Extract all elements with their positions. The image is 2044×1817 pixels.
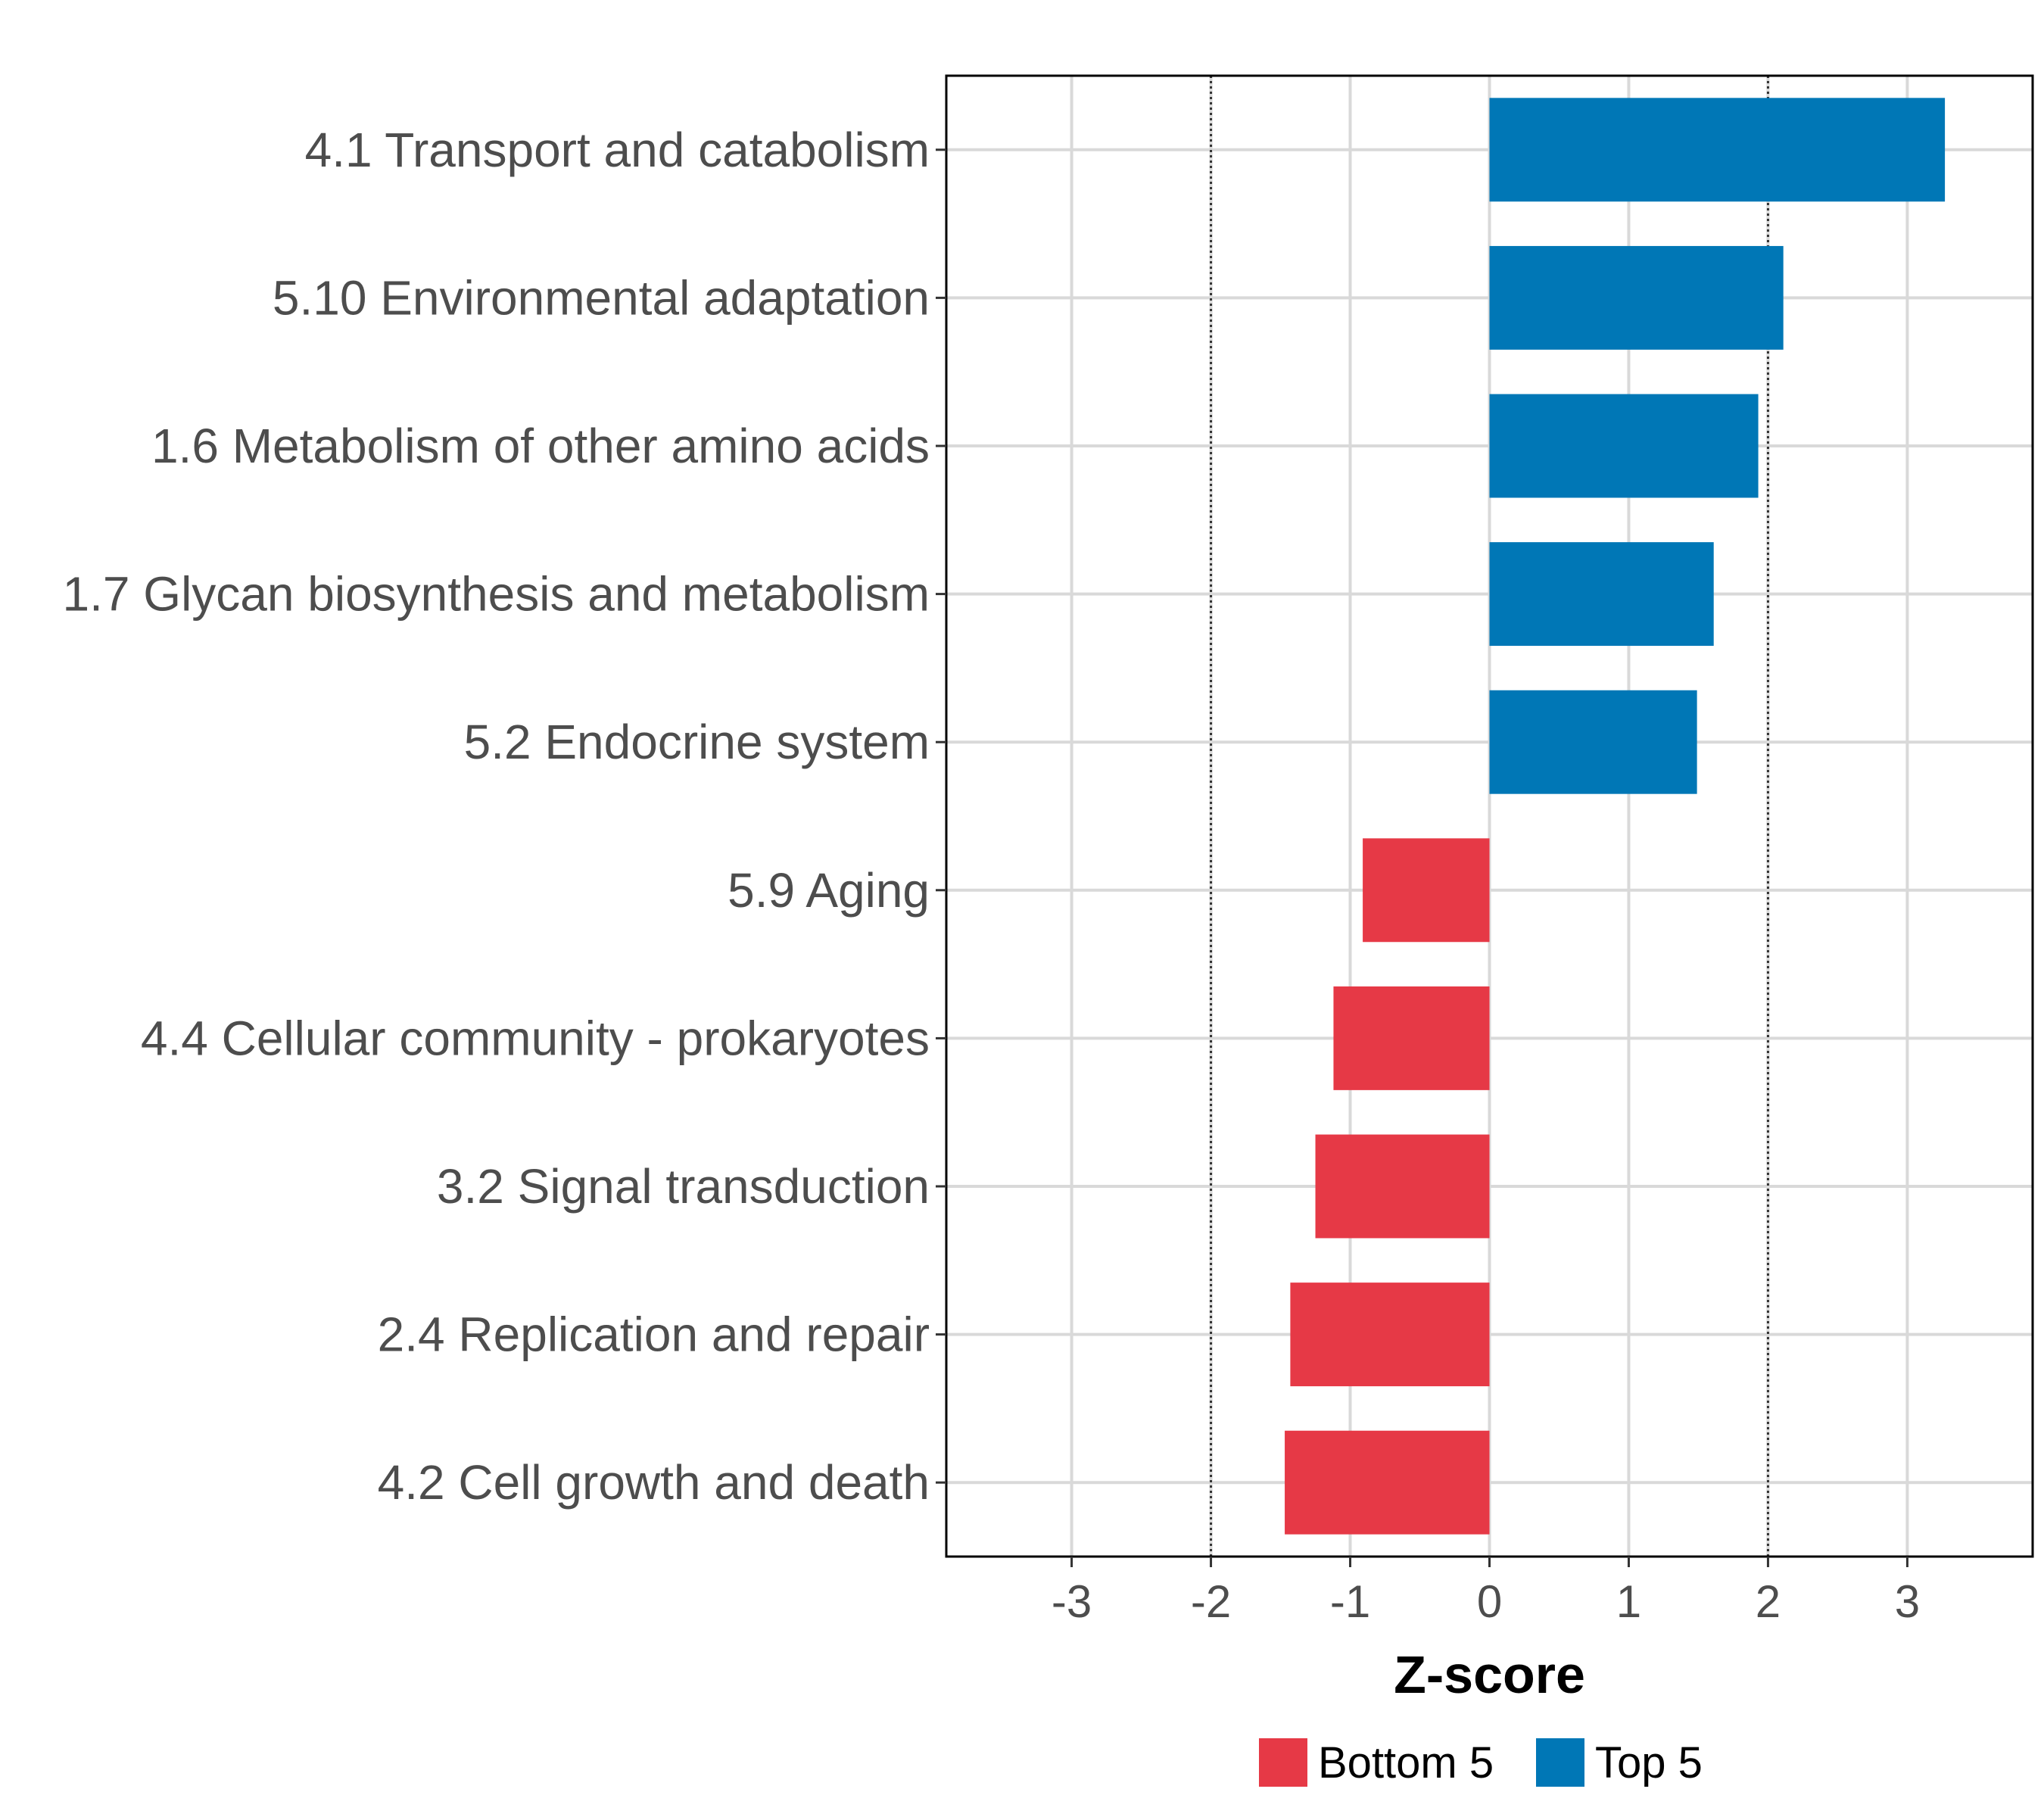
category-label: 1.6 Metabolism of other amino acids [151, 419, 930, 473]
bar [1489, 542, 1714, 647]
bar [1489, 690, 1697, 794]
x-tick-label: 3 [1895, 1576, 1920, 1627]
category-label: 4.4 Cellular community - prokaryotes [141, 1011, 930, 1065]
category-label: 4.1 Transport and catabolism [305, 123, 930, 177]
x-tick-label: -1 [1330, 1576, 1370, 1627]
bar [1285, 1430, 1490, 1535]
category-label: 2.4 Replication and repair [378, 1307, 930, 1362]
bar [1333, 986, 1490, 1090]
y-axis: 4.1 Transport and catabolism 5.10 Environ… [63, 123, 946, 1510]
x-tick-label: -2 [1191, 1576, 1231, 1627]
bars [1285, 98, 1946, 1535]
category-label: 4.2 Cell growth and death [378, 1455, 930, 1510]
category-label: 1.7 Glycan biosynthesis and metabolism [63, 567, 930, 622]
bar [1290, 1282, 1490, 1387]
category-label: 3.2 Signal transduction [437, 1159, 930, 1214]
legend: Bottom 5 Top 5 [1259, 1738, 1703, 1787]
x-tick-label: 1 [1616, 1576, 1641, 1627]
bar [1489, 394, 1759, 498]
bar [1315, 1134, 1490, 1239]
legend-key [1536, 1738, 1584, 1787]
x-tick-label: 0 [1477, 1576, 1502, 1627]
x-axis-title: Z-score [1394, 1645, 1585, 1704]
x-tick-label: 2 [1756, 1576, 1781, 1627]
x-tick-label: -3 [1052, 1576, 1092, 1627]
legend-label: Bottom 5 [1318, 1738, 1494, 1787]
bar [1489, 98, 1946, 202]
legend-key [1259, 1738, 1307, 1787]
x-axis: -3 -2 -1 0 1 2 3 [1052, 1557, 1920, 1627]
category-label: 5.9 Aging [728, 863, 930, 918]
bar [1363, 838, 1490, 943]
bar [1489, 245, 1784, 350]
category-label: 5.10 Environmental adaptation [273, 270, 930, 325]
category-label: 5.2 Endocrine system [464, 715, 930, 769]
legend-label: Top 5 [1595, 1738, 1703, 1787]
